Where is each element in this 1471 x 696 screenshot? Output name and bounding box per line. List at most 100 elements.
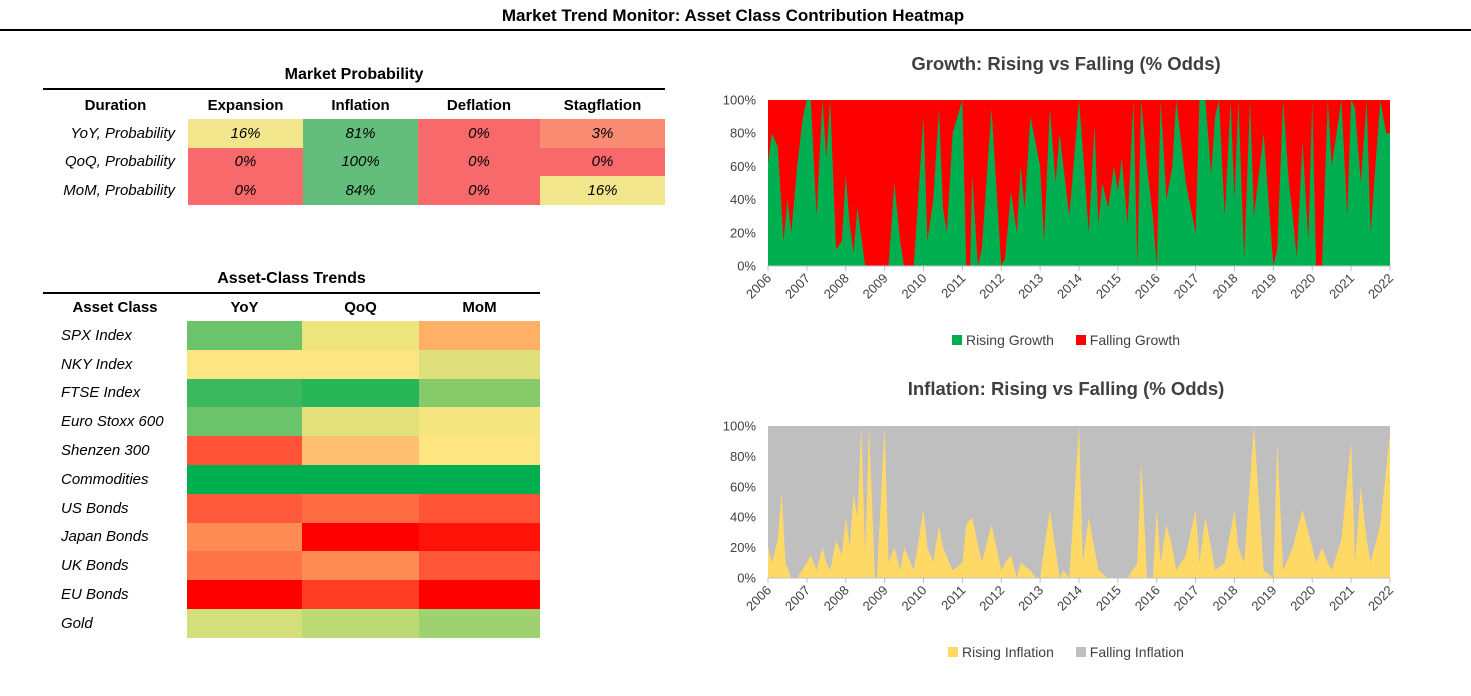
header-deflation: Deflation — [446, 97, 512, 114]
heatmap-cell-mom — [419, 522, 540, 552]
growth-x-tick-label: 2016 — [1132, 271, 1163, 302]
heatmap-cell-mom — [419, 436, 540, 465]
heatmap-cell-qoq — [302, 551, 419, 581]
asset-row-shenzen-300: Shenzen 300 — [43, 436, 540, 465]
probability-cell-stagflation: 0% — [540, 147, 665, 176]
probability-cell-inflation: 81% — [303, 119, 418, 148]
growth-x-tick-label: 2014 — [1054, 271, 1085, 302]
legend-item-falling-growth: Falling Growth — [1075, 332, 1181, 348]
inflation-x-tick-label: 2006 — [743, 583, 774, 614]
market-probability-caption: Market Probability — [284, 66, 424, 83]
heatmap-cell-mom — [419, 321, 540, 350]
growth-x-tick-label: 2012 — [976, 271, 1007, 302]
inflation-y-tick-label: 0% — [737, 571, 756, 586]
header-asset-class: Asset Class — [72, 299, 158, 316]
growth-y-tick-label: 40% — [730, 192, 756, 207]
heatmap-cell-yoy — [187, 349, 302, 379]
inflation-x-tick-label: 2012 — [976, 583, 1007, 614]
probability-cell-expansion: 16% — [188, 119, 303, 148]
heatmap-cell-mom — [419, 493, 540, 523]
legend-item-falling-inflation: Falling Inflation — [1075, 644, 1184, 660]
heatmap-cell-qoq — [302, 407, 419, 437]
inflation-x-tick-label: 2009 — [860, 583, 891, 614]
legend-swatch-falling-inflation — [1075, 647, 1086, 657]
heatmap-cell-yoy — [187, 551, 302, 581]
asset-row-japan-bonds: Japan Bonds — [43, 522, 540, 552]
probability-row-yoy-probability: YoY, Probability 16% 81% 0% 3% — [43, 119, 665, 148]
asset-row-label: EU Bonds — [61, 586, 129, 604]
asset-trends-divider — [43, 292, 540, 294]
header-expansion: Expansion — [207, 97, 284, 114]
asset-row-eu-bonds: EU Bonds — [43, 580, 540, 609]
header-inflation: Inflation — [331, 97, 390, 114]
growth-x-tick-label: 2021 — [1326, 271, 1357, 302]
probability-cell-deflation: 0% — [418, 119, 540, 148]
asset-row-label: FTSE Index — [61, 384, 141, 402]
legend-label-rising-growth: Rising Growth — [965, 332, 1054, 348]
inflation-x-tick-label: 2010 — [899, 583, 930, 614]
growth-chart-legend: Rising Growth Falling Growth — [697, 332, 1435, 348]
header-yoy: YoY — [230, 299, 259, 316]
inflation-x-tick-label: 2017 — [1171, 583, 1202, 614]
heatmap-cell-mom — [419, 378, 540, 408]
legend-swatch-falling-growth — [1075, 335, 1086, 345]
asset-row-spx-index: SPX Index — [43, 321, 540, 350]
asset-row-ftse-index: FTSE Index — [43, 378, 540, 408]
title-divider — [0, 29, 1471, 31]
heatmap-cell-qoq — [302, 522, 419, 552]
legend-swatch-rising-inflation — [948, 647, 959, 657]
growth-x-tick-label: 2006 — [743, 271, 774, 302]
heatmap-cell-mom — [419, 349, 540, 379]
inflation-y-tick-label: 20% — [730, 540, 756, 555]
heatmap-cell-yoy — [187, 580, 302, 609]
probability-cell-stagflation: 16% — [540, 176, 665, 205]
asset-trends-header-row: Asset Class YoY QoQ MoM — [43, 294, 540, 321]
market-probability-table: Duration Expansion Inflation Deflation S… — [43, 92, 665, 205]
legend-label-falling-growth: Falling Growth — [1089, 332, 1181, 348]
probability-cell-expansion: 0% — [188, 147, 303, 176]
growth-x-tick-label: 2017 — [1171, 271, 1202, 302]
probability-row-label: MoM, Probability — [63, 181, 175, 199]
legend-label-falling-inflation: Falling Inflation — [1089, 644, 1184, 660]
inflation-x-tick-label: 2013 — [1015, 583, 1046, 614]
heatmap-cell-mom — [419, 407, 540, 437]
growth-x-tick-label: 2009 — [860, 271, 891, 302]
inflation-chart: Inflation: Rising vs Falling (% Odds) 0%… — [697, 370, 1467, 680]
legend-item-rising-inflation: Rising Inflation — [948, 644, 1054, 660]
growth-chart-title: Growth: Rising vs Falling (% Odds) — [911, 53, 1221, 74]
inflation-chart-plot: 0% 20% 40% 60% 80% 100% 2006 2007 2008 2009 2010 20… — [723, 419, 1396, 614]
asset-row-label: Gold — [61, 614, 93, 632]
growth-x-tick-label: 2020 — [1287, 271, 1318, 302]
inflation-y-tick-label: 100% — [723, 419, 757, 434]
heatmap-cell-yoy — [187, 436, 302, 465]
growth-x-tick-label: 2013 — [1015, 271, 1046, 302]
page-title: Market Trend Monitor: Asset Class Contri… — [501, 6, 965, 25]
inflation-x-tick-label: 2022 — [1365, 583, 1396, 614]
inflation-y-tick-label: 80% — [730, 449, 756, 464]
heatmap-cell-mom — [419, 580, 540, 609]
heatmap-cell-yoy — [187, 464, 302, 494]
inflation-x-tick-label: 2021 — [1326, 583, 1357, 614]
growth-x-tick-label: 2022 — [1365, 271, 1396, 302]
growth-y-tick-label: 60% — [730, 159, 756, 174]
heatmap-cell-mom — [419, 464, 540, 494]
header-stagflation: Stagflation — [563, 97, 642, 114]
asset-row-label: Japan Bonds — [61, 528, 149, 546]
inflation-x-tick-label: 2018 — [1210, 583, 1241, 614]
probability-row-label: QoQ, Probability — [64, 153, 175, 171]
heatmap-cell-qoq — [302, 608, 419, 638]
growth-x-tick-label: 2010 — [899, 271, 930, 302]
asset-row-uk-bonds: UK Bonds — [43, 551, 540, 581]
asset-row-label: Shenzen 300 — [61, 442, 150, 460]
heatmap-cell-yoy — [187, 407, 302, 437]
heatmap-cell-qoq — [302, 580, 419, 609]
asset-row-label: US Bonds — [61, 499, 129, 517]
asset-trends-caption: Asset-Class Trends — [217, 270, 366, 287]
inflation-area-rising-inflation — [768, 426, 1390, 578]
growth-y-tick-label: 0% — [737, 259, 756, 274]
legend-swatch-rising-growth — [951, 335, 962, 345]
inflation-y-tick-label: 60% — [730, 479, 756, 494]
probability-cell-expansion: 0% — [188, 176, 303, 205]
growth-x-tick-label: 2011 — [938, 271, 968, 301]
asset-row-gold: Gold — [43, 608, 540, 638]
